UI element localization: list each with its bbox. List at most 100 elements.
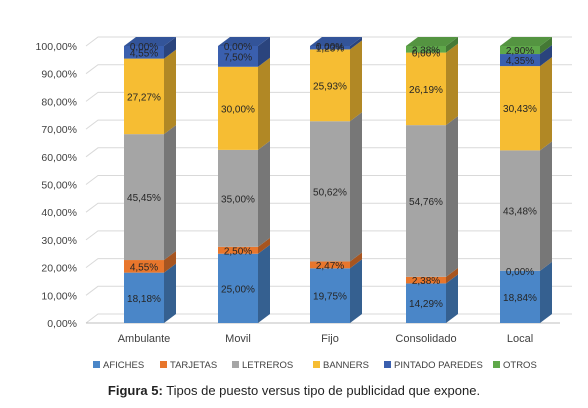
bar-top — [500, 37, 552, 46]
data-label: 30,00% — [221, 104, 255, 115]
x-tick-label: Movil — [225, 333, 251, 345]
legend-label: BANNERS — [323, 360, 369, 371]
legend-swatch — [160, 361, 167, 368]
legend-swatch — [232, 361, 239, 368]
legend-swatch — [313, 361, 320, 368]
bar-segment-side — [350, 112, 362, 262]
bar-top — [406, 37, 458, 46]
data-label: 54,76% — [409, 197, 443, 208]
data-label: 2,38% — [412, 45, 440, 56]
bar-segment — [500, 54, 540, 67]
bar-segment — [310, 46, 350, 50]
bar-segment — [406, 46, 446, 53]
bar-segment — [310, 268, 350, 323]
data-label: 30,43% — [503, 104, 537, 115]
bar-segment — [124, 272, 164, 323]
y-tick-label: 20,00% — [41, 263, 77, 275]
legend-label: PINTADO PAREDES — [394, 360, 483, 371]
data-label: 50,62% — [313, 187, 347, 198]
bar-segment-side — [164, 125, 176, 261]
data-label: 2,50% — [224, 246, 252, 257]
legend-swatch — [384, 361, 391, 368]
bar-segment-side — [258, 37, 270, 67]
bar-segment — [310, 121, 350, 262]
legend-swatch — [93, 361, 100, 368]
y-tick-label: 50,00% — [41, 180, 77, 192]
bar-segment — [406, 125, 446, 277]
bar-segment-side — [350, 252, 362, 269]
bar-segment — [500, 66, 540, 151]
data-label: 26,19% — [409, 85, 443, 96]
y-tick-label: 10,00% — [41, 290, 77, 302]
data-label: 25,93% — [313, 81, 347, 92]
bar-segment-side — [446, 274, 458, 323]
stacked-bar-chart: 0,00% 10,00% 20,00% 30,00% 40,00% 50,00% 60,00… — [36, 36, 572, 371]
bar-top — [310, 37, 362, 46]
x-tick-label: Local — [507, 333, 533, 345]
y-tick-label: 90,00% — [41, 69, 77, 81]
data-label: 25,00% — [221, 284, 255, 295]
y-tick-label: 0,00% — [47, 318, 77, 330]
data-label: 35,00% — [221, 194, 255, 205]
bar-segment — [310, 49, 350, 122]
data-label: 0,00% — [506, 267, 534, 278]
data-label: 2,47% — [316, 261, 344, 272]
x-tick-label: Consolidado — [395, 333, 456, 345]
bar-segment-side — [258, 140, 270, 247]
bar-segment — [124, 46, 164, 59]
bar-segment-side — [258, 244, 270, 323]
bar-segment — [218, 66, 258, 150]
caption-label: Figura 5: — [107, 383, 163, 398]
data-label: 45,45% — [127, 193, 161, 204]
bar-segment-side — [540, 141, 552, 271]
bar-segment — [124, 260, 164, 273]
bar-segment — [218, 46, 258, 67]
x-tick-label: Ambulante — [118, 333, 171, 345]
y-tick-label: 70,00% — [41, 124, 77, 136]
bar-segment-side — [164, 263, 176, 323]
bar-segment-side — [164, 251, 176, 273]
legend-label: LETREROS — [242, 360, 293, 371]
legend-label: TARJETAS — [170, 360, 217, 371]
data-label: 18,18% — [127, 294, 161, 305]
bar-segment-side — [540, 261, 552, 323]
data-label: 0,00% — [130, 42, 158, 53]
bar-segment-side — [540, 37, 552, 55]
bar-segment-side — [446, 37, 458, 53]
figure-caption: Figura 5: Tipos de puesto versus tipo de… — [0, 383, 588, 398]
legend-swatch — [493, 361, 500, 368]
data-label: 19,75% — [313, 292, 347, 303]
y-tick-label: 60,00% — [41, 152, 77, 164]
bar-segment — [124, 58, 164, 135]
legend-label: AFICHES — [103, 360, 144, 371]
bar-segment — [124, 134, 164, 261]
bar-segment — [406, 276, 446, 284]
bar-segment-side — [540, 45, 552, 67]
bar-segment — [218, 149, 258, 247]
bar-segment-side — [258, 237, 270, 254]
data-label: 2,90% — [506, 46, 534, 57]
bar-segment — [500, 46, 540, 55]
bar-segment-side — [446, 267, 458, 284]
bar-segment-side — [350, 37, 362, 50]
data-label: 27,27% — [127, 92, 161, 103]
gridline — [85, 36, 572, 47]
bar-segment — [218, 246, 258, 254]
bar-segment — [218, 253, 258, 323]
bar-segment-side — [540, 57, 552, 151]
bar-segment-side — [350, 259, 362, 323]
x-tick-label: Fijo — [321, 333, 339, 345]
data-label: 18,84% — [503, 293, 537, 304]
data-label: 0,00% — [412, 49, 440, 60]
y-tick-label: 80,00% — [41, 96, 77, 108]
bar-segment-side — [350, 40, 362, 122]
data-label: 2,38% — [412, 276, 440, 287]
y-tick-label: 40,00% — [41, 207, 77, 219]
bar-segment-side — [446, 43, 458, 126]
bar-segment-side — [164, 49, 176, 135]
bar-segment — [406, 283, 446, 323]
data-label: 0,00% — [224, 42, 252, 53]
caption-text: Tipos de puesto versus tipo de publicida… — [162, 383, 481, 398]
bar-top — [124, 37, 176, 46]
data-label: 4,35% — [506, 56, 534, 67]
